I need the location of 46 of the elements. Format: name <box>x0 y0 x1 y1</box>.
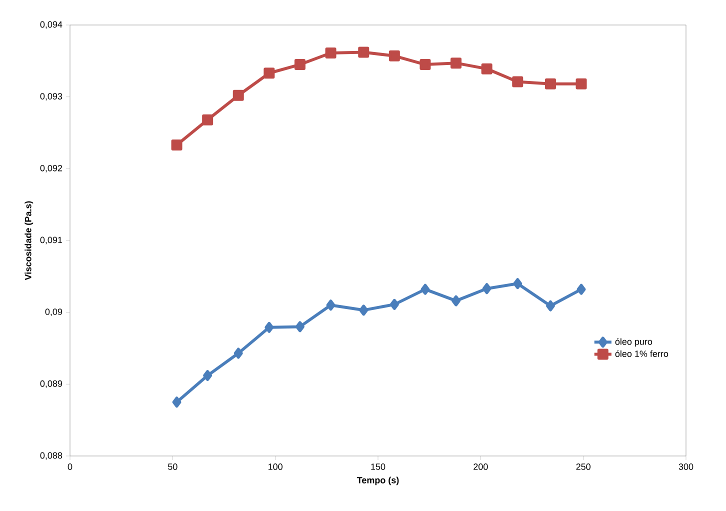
point <box>576 284 586 295</box>
point <box>171 139 182 150</box>
point <box>420 59 431 70</box>
x-tick-label: 100 <box>268 464 282 470</box>
x-tick-label: 200 <box>474 464 488 470</box>
point <box>482 283 492 294</box>
point <box>358 46 370 58</box>
point <box>359 304 368 316</box>
point <box>294 59 306 70</box>
point <box>452 295 461 306</box>
point <box>546 300 555 312</box>
y-tick-label: 0,094 <box>40 21 62 29</box>
point <box>325 48 336 59</box>
point <box>264 322 274 333</box>
point <box>326 300 336 311</box>
y-tick-label: 0,09 <box>45 308 62 316</box>
point <box>388 50 400 62</box>
point <box>390 298 399 310</box>
point <box>232 90 244 101</box>
point <box>512 76 524 88</box>
y-tick-label: 0,092 <box>40 164 62 172</box>
x-tick-label: 0 <box>68 464 72 470</box>
y-axis-title: Viscosidade (Pa.s) <box>24 201 34 280</box>
point <box>513 278 522 290</box>
x-axis-title: Tempo (s) <box>356 476 399 486</box>
point <box>203 370 212 382</box>
point <box>420 284 430 295</box>
y-tick-label: 0,093 <box>40 93 62 101</box>
point <box>172 396 182 408</box>
x-tick-label: 300 <box>678 464 694 470</box>
point <box>450 58 462 69</box>
x-tick-label: 50 <box>168 464 178 470</box>
y-tick-label: 0,091 <box>40 236 62 244</box>
x-tick-label: 150 <box>371 464 386 470</box>
y-tick-label: 0,088 <box>40 452 62 460</box>
point <box>544 78 556 90</box>
point <box>234 348 243 359</box>
point <box>264 68 275 79</box>
point <box>295 321 304 332</box>
point <box>576 78 587 90</box>
point <box>202 114 214 126</box>
legend-label: óleo 1% ferro <box>615 350 668 357</box>
legend-label: óleo puro <box>615 338 652 347</box>
y-tick-label: 0,089 <box>40 380 62 388</box>
x-tick-label: 250 <box>576 464 590 470</box>
point <box>481 63 492 74</box>
